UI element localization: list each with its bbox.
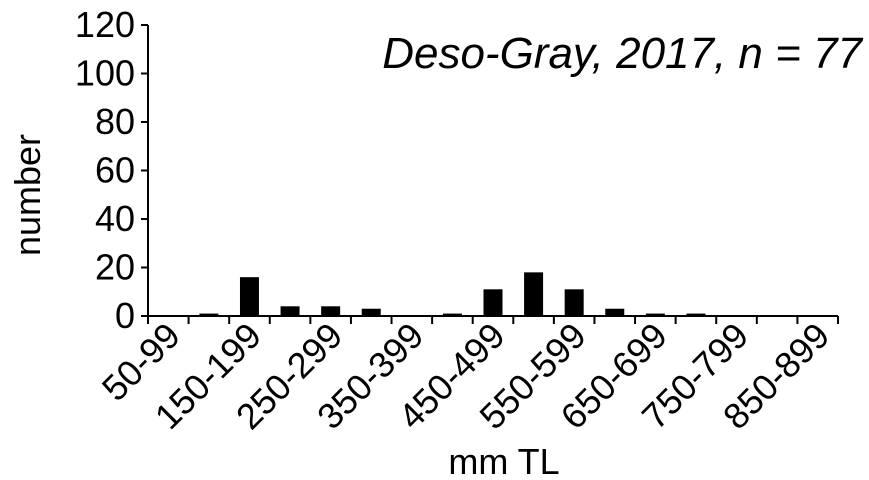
bar-100-149 <box>199 313 219 316</box>
y-tick-label: 100 <box>75 53 135 94</box>
bar-400-449 <box>442 313 462 316</box>
bar-700-749 <box>686 313 706 316</box>
y-axis: 0 20 40 60 80 100 120 <box>75 4 149 336</box>
bar-600-649 <box>605 308 625 316</box>
bar-250-299 <box>321 306 341 316</box>
bar-500-549 <box>524 272 544 316</box>
bar-150-199 <box>239 277 259 316</box>
y-tick-label: 60 <box>95 150 135 191</box>
x-axis: 50-99150-199250-299350-399450-499550-599… <box>94 315 839 437</box>
bars <box>199 272 706 316</box>
y-tick-label: 20 <box>95 247 135 288</box>
bar-550-599 <box>564 289 584 316</box>
chart-annotation: Deso-Gray, 2017, n = 77 <box>382 29 863 78</box>
y-axis-title: number <box>7 134 48 256</box>
y-tick-label: 0 <box>115 295 135 336</box>
bar-650-699 <box>645 313 665 316</box>
bar-200-249 <box>280 306 300 316</box>
y-tick-label: 80 <box>95 101 135 142</box>
bar-450-499 <box>483 289 503 316</box>
x-axis-title: mm TL <box>448 441 559 480</box>
y-tick-label: 120 <box>75 4 135 45</box>
y-tick-label: 40 <box>95 198 135 239</box>
bar-300-349 <box>361 308 381 316</box>
